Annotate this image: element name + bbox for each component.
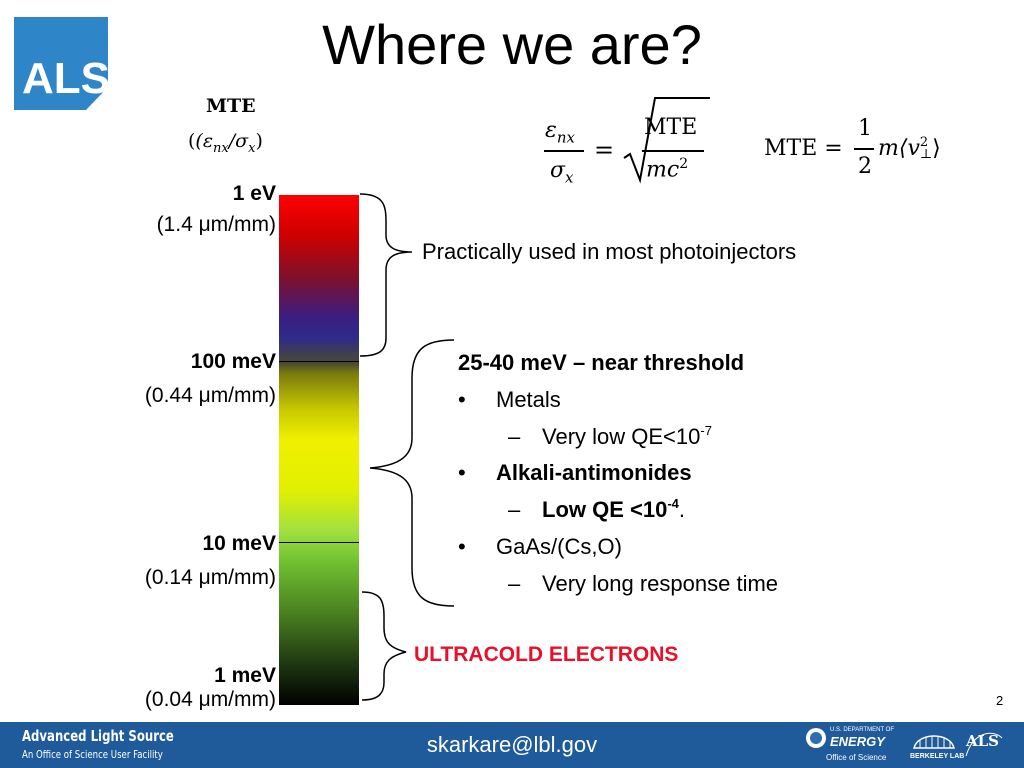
scale-energy-10mev: 10 meV (202, 532, 276, 555)
half-den: 2 (858, 154, 872, 179)
photoinjectors-text: Practically used in most photoinjectors (422, 239, 797, 264)
berkeley-lab-label: BERKELEY LAB (910, 753, 965, 760)
paren-close: ) (255, 130, 263, 152)
qe-after: . (678, 497, 686, 522)
mte-color-bar (279, 195, 359, 705)
f-mc-sup: 2 (679, 156, 689, 172)
list-subitem-alkali-qe: – Low QE <10-4. (508, 497, 685, 523)
f-sigma: σ (550, 158, 566, 183)
f-close: ⟩ (932, 136, 941, 161)
doe-line2: ENERGY (830, 734, 885, 749)
scale-header-ratio: ((εnx/σx) (188, 130, 263, 156)
velocity-term: m⟨v 2 ⊥ ⟩ (878, 136, 941, 161)
scale-energy-1ev: 1 eV (232, 182, 276, 205)
equals-sign: = (594, 136, 615, 164)
list-subitem-text: Very low QE<10-7 (542, 424, 712, 450)
scale-emittance-1ev: (1.4 μm/mm) (156, 213, 276, 236)
bullet: • (458, 534, 466, 559)
mte-formula: MTE = 1 2 m⟨v 2 ⊥ ⟩ (764, 112, 964, 192)
dash: – (508, 424, 521, 449)
half-num: 1 (858, 116, 872, 141)
f-eps-sub: nx (556, 128, 575, 147)
slide-title: Where we are? (322, 13, 702, 76)
f-eps: ε (545, 118, 557, 143)
scale-emittance-1mev: (0.04 μm/mm) (144, 688, 276, 711)
threshold-heading: 25-40 meV – near threshold (458, 350, 745, 375)
list-subitem-text: Low QE <10-4. (542, 497, 685, 523)
f-v: ⟨v (898, 136, 920, 161)
formula-denominator: σx (550, 158, 574, 186)
qe-exponent: -7 (700, 423, 712, 438)
list-item-text: GaAs/(Cs,O) (496, 534, 622, 559)
list-item-gaas: • GaAs/(Cs,O) (458, 534, 622, 560)
bar-tick-100mev (279, 361, 359, 362)
dash: – (508, 571, 521, 596)
eps-sub: nx (213, 140, 229, 156)
f-mc: mc (646, 157, 680, 183)
eps: (ε (195, 130, 214, 152)
list-item-text: Metals (496, 387, 561, 412)
brace-near-threshold (369, 339, 455, 607)
page-number: 2 (996, 693, 1004, 708)
bar-tick-10mev (279, 542, 359, 543)
als-swoosh-icon (965, 732, 1003, 757)
qe-text: Very low QE<10 (542, 424, 701, 449)
bullet: • (458, 387, 466, 412)
logo-text: ALS (22, 54, 108, 103)
qe-exponent: -4 (667, 496, 679, 511)
doe-line1: U.S. DEPARTMENT OF (830, 727, 895, 733)
f-v-sub: ⊥ (919, 147, 933, 162)
footer-email[interactable]: skarkare@lbl.gov (426, 732, 598, 757)
list-item-text: Alkali-antimonides (496, 460, 692, 485)
sqrt-numerator: MTE (644, 115, 698, 140)
f-v-script: 2 ⊥ (919, 135, 933, 162)
list-subitem-gaas-response: – Very long response time (508, 571, 778, 597)
berkeley-lab-icon (913, 735, 955, 749)
fraction-bar (544, 150, 584, 152)
emittance-formula: εnx σx = MTE mc2 (540, 97, 710, 200)
list-item-alkali: • Alkali-antimonides (458, 460, 692, 486)
bullet: • (458, 460, 466, 485)
list-subitem-metals-qe: – Very low QE<10-7 (508, 424, 712, 450)
ultracold-label: ULTRACOLD ELECTRONS (414, 643, 679, 666)
scale-emittance-100mev: (0.44 μm/mm) (144, 384, 276, 407)
sqrt-fraction-bar (642, 150, 704, 152)
als-small-logo: ALS (966, 732, 1000, 750)
sigma: /σ (228, 130, 249, 152)
footer-bar: Advanced Light Source An Office of Scien… (0, 722, 1024, 768)
formula-numerator: εnx (545, 118, 575, 146)
qe-text: Low QE <10 (542, 497, 668, 522)
brace-ultracold (361, 591, 407, 701)
scale-emittance-10mev: (0.14 μm/mm) (144, 566, 276, 589)
footer-org-name: Advanced Light Source (22, 727, 174, 745)
scale-energy-100mev: 100 meV (190, 350, 276, 373)
f-m: m (878, 136, 899, 161)
f-v-sup: 2 (919, 135, 929, 150)
sqrt-sign (623, 97, 710, 184)
sqrt-denominator: mc2 (646, 156, 688, 182)
mte-lhs: MTE = (764, 136, 843, 161)
brace-photoinjectors (359, 193, 413, 357)
footer-org-subtitle: An Office of Science User Facility (22, 748, 163, 761)
f-sigma-sub: x (565, 168, 574, 187)
als-logo: ALS (14, 17, 110, 110)
scale-header-mte: MTE (206, 95, 256, 117)
sigma-sub: x (248, 140, 256, 156)
scale-energy-1mev: 1 meV (214, 664, 276, 687)
dash: – (508, 497, 521, 522)
half-bar (854, 148, 874, 150)
list-item-metals: • Metals (458, 387, 561, 413)
doe-seal-icon (806, 728, 826, 748)
list-subitem-text: Very long response time (542, 571, 779, 596)
doe-line3: Office of Science (826, 753, 887, 762)
